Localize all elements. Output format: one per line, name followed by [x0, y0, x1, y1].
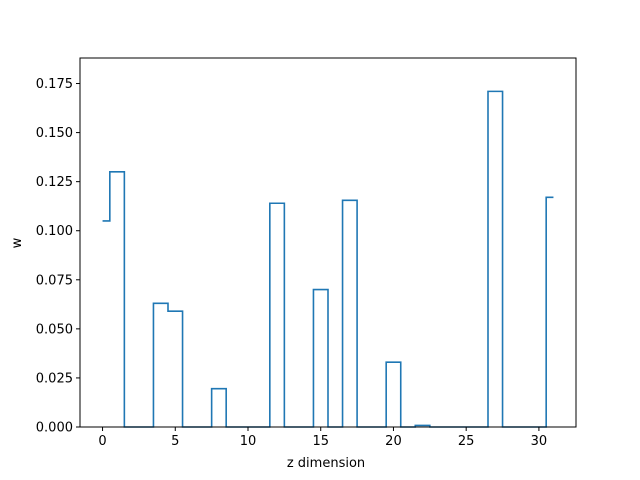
- x-tick-label: 25: [458, 434, 475, 449]
- y-tick-label: 0.025: [36, 371, 73, 386]
- y-tick-label: 0.175: [36, 77, 73, 92]
- axes-frame: [79, 57, 577, 428]
- y-tick-label: 0.100: [36, 224, 73, 239]
- axes: 0 5 10 15 20 25 30 0.000 0.025 0.050 0.075 0.100 0.1…: [36, 57, 577, 449]
- x-tick-label: 20: [385, 434, 402, 449]
- y-tick-label: 0.050: [36, 322, 73, 337]
- y-axis-label: w: [10, 237, 25, 248]
- y-tick-label: 0.150: [36, 126, 73, 141]
- y-tick-label: 0.075: [36, 273, 73, 288]
- x-tick-label: 10: [240, 434, 257, 449]
- y-tick-label: 0.000: [36, 421, 73, 436]
- x-tick-label: 0: [98, 434, 106, 449]
- x-axis-label: z dimension: [287, 456, 365, 471]
- x-tick-label: 5: [171, 434, 179, 449]
- x-tick-label: 15: [312, 434, 329, 449]
- y-tick-label: 0.125: [36, 175, 73, 190]
- x-tick-label: 30: [531, 434, 548, 449]
